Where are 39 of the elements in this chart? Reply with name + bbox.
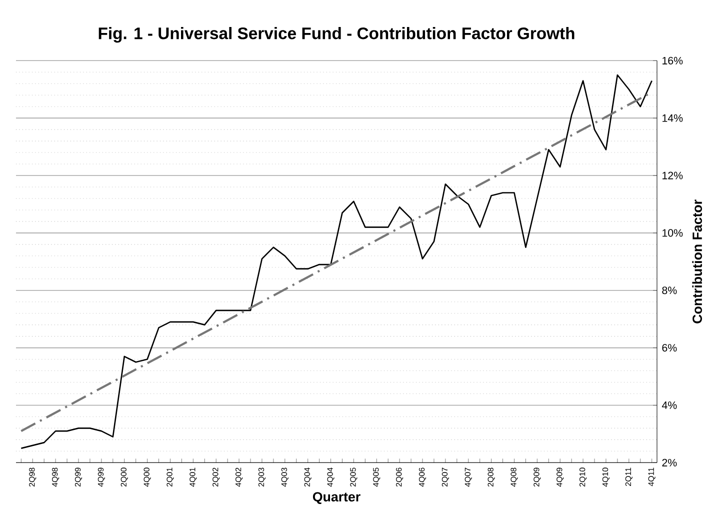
- x-tick-label: 2Q98: [29, 468, 36, 487]
- x-tick-label: 2Q08: [488, 468, 495, 487]
- x-tick-label: 4Q10: [602, 468, 610, 487]
- x-tick-label: 2Q03: [258, 468, 266, 487]
- y-tick-label: 12%: [662, 172, 683, 180]
- x-tick-label: 4Q08: [510, 468, 518, 487]
- x-tick-label: 4Q01: [190, 468, 197, 487]
- x-tick-label: 4Q07: [464, 468, 472, 487]
- x-tick-label: 4Q09: [556, 468, 564, 487]
- y-tick-label: 10%: [662, 229, 683, 237]
- x-tick-label: 2Q10: [579, 468, 587, 487]
- y-tick-label: 6%: [662, 344, 677, 352]
- y-axis-title: Contribution Factor: [692, 200, 702, 324]
- x-tick-label: 4Q03: [281, 468, 288, 487]
- y-tick-label: 16%: [662, 56, 683, 64]
- x-tick-label: 2Q06: [396, 468, 404, 487]
- x-tick-label: 2Q04: [304, 468, 312, 487]
- x-tick-label: 4Q99: [98, 468, 105, 487]
- x-tick-label: 2Q07: [442, 468, 449, 487]
- x-tick-label: 4Q00: [144, 468, 151, 487]
- y-tick-label: 4%: [662, 401, 677, 409]
- x-axis-title: Quarter: [312, 492, 360, 504]
- x-tick-label: 4Q11: [648, 468, 656, 486]
- x-tick-label: 2Q01: [166, 468, 174, 487]
- y-tick-label: 2%: [662, 458, 677, 466]
- x-tick-label: 2Q00: [120, 468, 128, 487]
- x-tick-label: 4Q04: [327, 468, 334, 487]
- y-tick-label: 14%: [662, 114, 683, 122]
- x-tick-label: 2Q09: [534, 468, 541, 487]
- chart-title: Fig. 1 - Universal Service Fund - Contribution Factor Growth: [98, 26, 574, 43]
- x-tick-label: 4Q02: [235, 468, 243, 487]
- x-tick-label: 2Q99: [74, 468, 82, 487]
- x-tick-label: 2Q02: [212, 468, 220, 487]
- x-tick-label: 2Q11: [625, 468, 632, 486]
- x-tick-label: 4Q98: [52, 468, 60, 487]
- x-tick-label: 4Q05: [373, 468, 380, 487]
- x-tick-label: 2Q05: [350, 468, 358, 487]
- x-tick-label: 4Q06: [418, 468, 426, 487]
- y-tick-label: 8%: [662, 286, 677, 294]
